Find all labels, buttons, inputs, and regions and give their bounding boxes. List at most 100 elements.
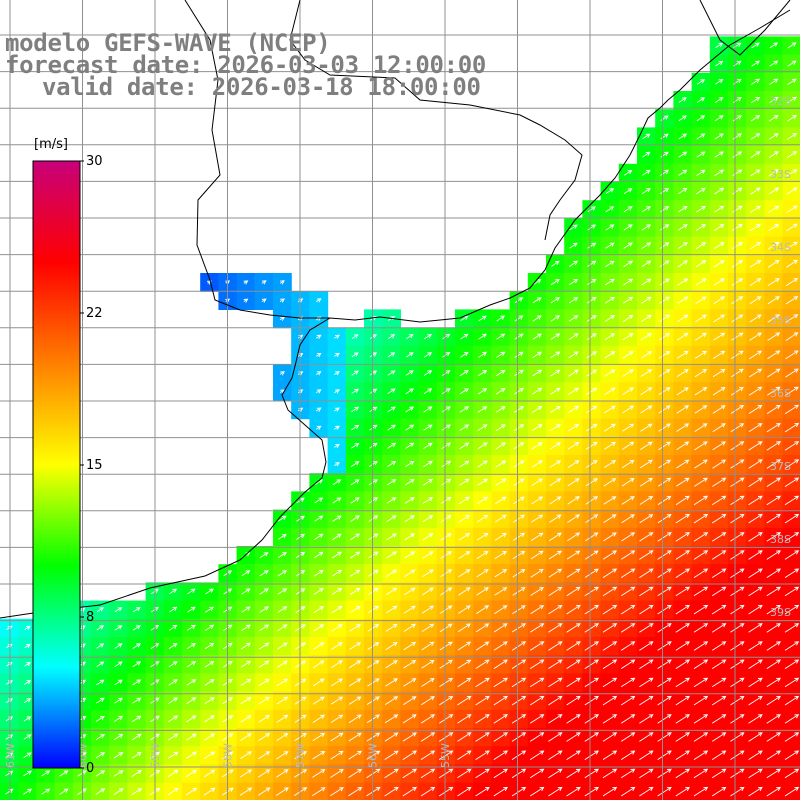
wind-arrow: [660, 133, 669, 140]
wind-arrow: [350, 479, 360, 486]
wind-arrow: [677, 296, 689, 304]
wind-arrow: [241, 588, 251, 595]
wind-arrow: [730, 423, 745, 433]
wind-arrow: [421, 605, 435, 614]
wind-arrow: [659, 278, 670, 286]
wind-arrow: [441, 460, 452, 468]
wind-arrow: [786, 241, 798, 250]
wind-arrow: [277, 533, 287, 540]
wind-arrow: [331, 569, 343, 577]
wind-arrow: [657, 786, 672, 797]
wind-arrow: [277, 551, 288, 559]
wind-vectors: [5, 42, 800, 797]
wind-arrow: [493, 732, 508, 742]
wind-arrow: [713, 332, 726, 341]
wind-arrow: [440, 496, 452, 504]
wind-arrow: [387, 370, 396, 376]
wind-arrow: [331, 642, 343, 650]
wind-arrow: [405, 406, 415, 413]
wind-arrow: [713, 260, 725, 268]
wind-arrow: [440, 569, 453, 578]
wind-arrow: [549, 514, 562, 523]
latitude-label: 38S: [770, 533, 791, 546]
wind-arrow: [693, 641, 709, 651]
wind-arrow: [185, 751, 197, 759]
wind-arrow: [639, 786, 654, 797]
wind-arrow: [566, 659, 581, 669]
wind-arrow: [423, 352, 433, 358]
wind-arrow: [350, 515, 360, 522]
wind-arrow: [569, 260, 579, 267]
wind-arrow: [457, 605, 471, 614]
wind-arrow: [623, 260, 634, 268]
wind-arrow: [766, 786, 781, 797]
wind-arrow: [351, 424, 360, 431]
wind-arrow: [750, 97, 761, 104]
wind-arrow: [460, 315, 469, 322]
wind-arrow: [715, 60, 724, 67]
wind-arrow: [786, 187, 798, 195]
wind-arrow: [714, 205, 725, 213]
wind-arrow: [532, 387, 543, 395]
wind-arrow: [459, 478, 470, 486]
wind-arrow: [367, 660, 380, 669]
wind-arrow: [514, 333, 524, 340]
wind-arrow: [496, 315, 506, 322]
wind-arrow: [623, 206, 633, 213]
wind-arrow: [422, 515, 434, 523]
wind-arrow: [402, 768, 417, 779]
wind-arrow: [748, 568, 763, 578]
wind-arrow: [440, 514, 452, 523]
wind-arrow: [185, 787, 198, 796]
wind-arrow: [168, 679, 178, 686]
wind-arrow: [348, 750, 362, 760]
wind-arrow: [658, 369, 671, 377]
wind-arrow: [402, 750, 417, 760]
wind-arrow: [457, 768, 472, 779]
wind-arrow: [258, 733, 271, 741]
wind-arrow: [732, 96, 742, 104]
wind-arrow: [513, 424, 525, 432]
wind-arrow: [566, 623, 581, 633]
wind-arrow: [748, 477, 763, 487]
wind-arrow: [639, 550, 654, 560]
wind-arrow: [712, 441, 726, 451]
wind-arrow: [568, 297, 579, 304]
wind-arrow: [640, 387, 653, 396]
wind-arrow: [422, 551, 434, 559]
wind-arrow: [659, 314, 671, 323]
wind-arrow: [403, 678, 417, 687]
wind-arrow: [694, 350, 707, 359]
wind-arrow: [442, 333, 451, 340]
wind-arrow: [787, 42, 797, 49]
wind-arrow: [513, 460, 525, 468]
wind-arrow: [675, 714, 690, 724]
wind-arrow: [402, 786, 417, 797]
wind-arrow: [385, 641, 398, 651]
wind-arrow: [369, 334, 377, 340]
wind-arrow: [787, 78, 797, 85]
wind-arrow: [711, 513, 727, 524]
wind-arrow: [766, 677, 781, 688]
wind-arrow: [641, 278, 652, 286]
latitude-label: 37S: [770, 460, 791, 473]
wind-arrow: [114, 697, 123, 704]
wind-arrow: [532, 297, 542, 304]
wind-arrow: [784, 750, 800, 760]
wind-arrow: [334, 407, 340, 412]
wind-arrow: [350, 497, 360, 504]
wind-arrow: [386, 461, 397, 468]
wind-arrow: [113, 788, 124, 796]
longitude-label: 57W: [294, 743, 307, 768]
wind-arrow: [569, 242, 578, 249]
wind-arrow: [186, 642, 196, 650]
wind-arrow: [387, 388, 396, 394]
wind-arrow: [204, 642, 215, 650]
wind-arrow: [712, 368, 726, 378]
wind-arrow: [695, 278, 707, 286]
wind-arrow: [711, 623, 727, 633]
wind-arrow: [693, 786, 709, 797]
wind-arrow: [477, 406, 488, 413]
wind-arrow: [313, 569, 324, 577]
wind-arrow: [440, 551, 453, 559]
